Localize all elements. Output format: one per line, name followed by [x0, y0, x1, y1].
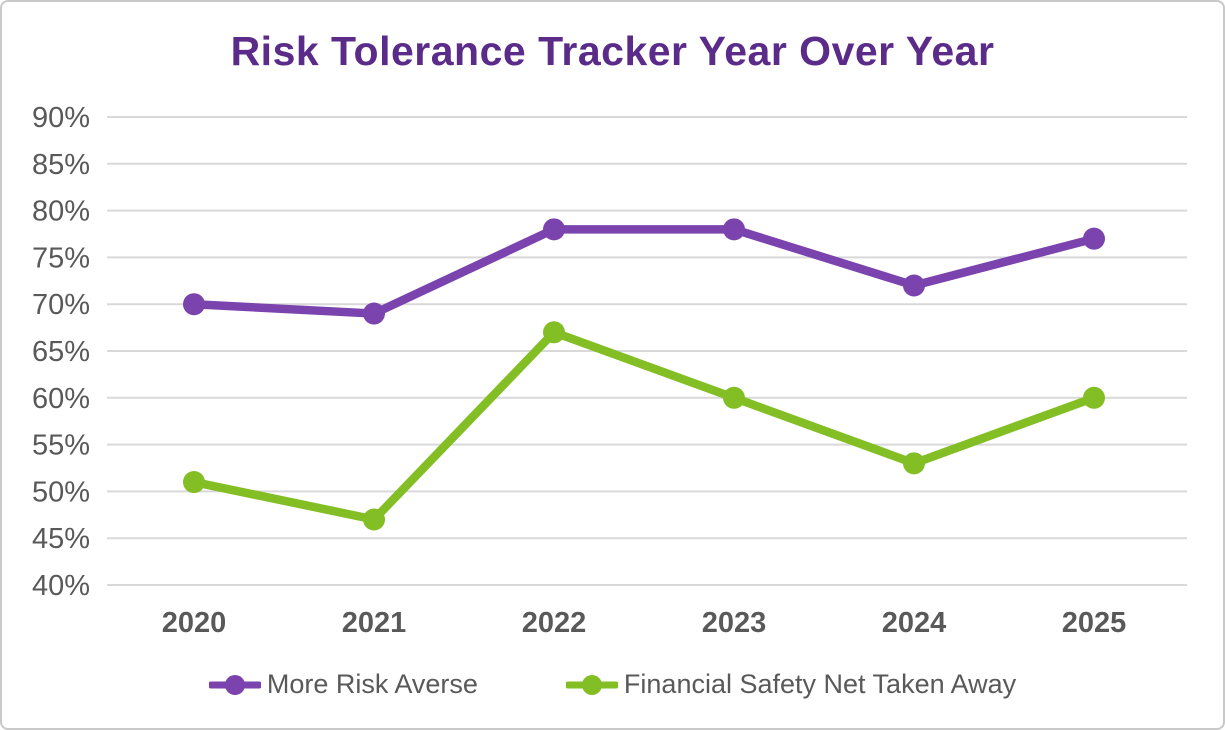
y-tick-label: 70%: [32, 289, 90, 321]
data-point-0-2023: [723, 218, 745, 241]
x-tick-label: 2021: [342, 607, 407, 639]
data-point-1-2022: [543, 321, 565, 344]
y-tick-label: 40%: [32, 570, 90, 602]
x-tick-label: 2022: [522, 607, 587, 639]
legend-label-more-risk-averse: More Risk Averse: [266, 669, 478, 699]
series-line-1: [189, 328, 1099, 524]
data-point-1-2020: [183, 471, 205, 494]
y-tick-label: 55%: [32, 430, 90, 462]
data-point-0-2022: [543, 218, 565, 241]
more-risk-averse-legend-marker: [208, 674, 261, 695]
data-point-0-2020: [183, 293, 205, 316]
x-tick-label: 2025: [1062, 607, 1127, 639]
data-point-0-2025: [1083, 227, 1105, 250]
y-tick-label: 80%: [32, 196, 90, 228]
data-point-0-2021: [363, 302, 385, 325]
y-tick-label: 45%: [32, 523, 90, 555]
financial-safety-net-legend-marker: [565, 674, 618, 695]
data-point-1-2025: [1083, 386, 1105, 409]
x-tick-label: 2023: [702, 607, 767, 639]
data-point-1-2021: [363, 508, 385, 531]
chart-title: Risk Tolerance Tracker Year Over Year: [230, 28, 995, 74]
y-tick-label: 90%: [32, 102, 90, 134]
legend: More Risk Averse Financial Safety Net Ta…: [2, 669, 1223, 700]
y-tick-label: 50%: [32, 476, 90, 508]
y-tick-label: 60%: [32, 383, 90, 415]
data-point-1-2023: [723, 386, 745, 409]
y-tick-label: 65%: [32, 336, 90, 368]
x-tick-label: 2020: [162, 607, 227, 639]
legend-item-financial-safety-net: Financial Safety Net Taken Away: [565, 669, 1017, 700]
data-point-0-2024: [903, 274, 925, 297]
x-tick-label: 2024: [882, 607, 947, 639]
legend-item-more-risk-averse: More Risk Averse: [208, 669, 478, 700]
y-tick-label: 85%: [32, 149, 90, 181]
y-tick-label: 75%: [32, 242, 90, 274]
series-line-0: [189, 225, 1099, 318]
legend-label-financial-safety-net: Financial Safety Net Taken Away: [623, 669, 1017, 699]
data-point-1-2024: [903, 452, 925, 475]
